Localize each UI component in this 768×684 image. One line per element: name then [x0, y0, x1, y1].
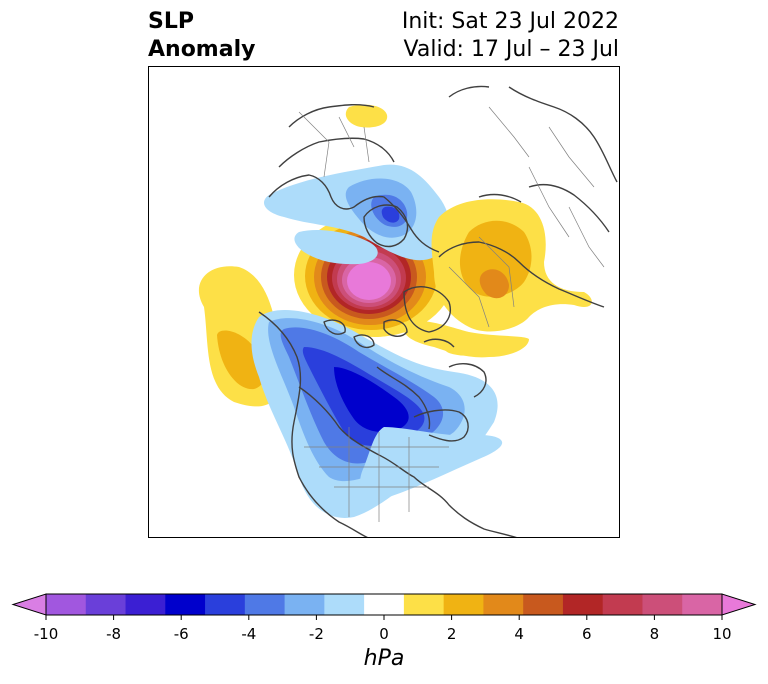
- colorbar-segment: [642, 594, 683, 615]
- title-anomaly: Anomaly: [148, 37, 256, 62]
- colorbar-segment: [682, 594, 723, 615]
- baltic-negative-tail: [294, 230, 378, 265]
- colorbar-segment: [85, 594, 127, 615]
- colorbar-segment: [165, 594, 206, 615]
- colorbar-tick-label: -2: [309, 625, 324, 643]
- colorbar-tick-label: -6: [174, 625, 189, 643]
- colorbar-tick-label: -4: [241, 625, 256, 643]
- colorbar-tick-label: -10: [34, 625, 59, 643]
- colorbar-segment: [284, 594, 325, 615]
- anomaly-map: [198, 85, 618, 537]
- map-title: SLP Anomaly: [148, 8, 255, 64]
- colorbar-tick-label: 8: [650, 625, 660, 643]
- colorbar-ticks: -10 -8 -6 -4 -2 0 2 4 6 8 10: [34, 615, 732, 643]
- colorbar-segment: [602, 594, 643, 615]
- borders: [298, 106, 605, 522]
- colorbar: -10 -8 -6 -4 -2 0 2 4 6 8 10: [11, 593, 757, 643]
- colorbar-segment: [403, 594, 445, 615]
- init-date: Init: Sat 23 Jul 2022: [401, 9, 619, 34]
- colorbar-segment: [364, 594, 405, 615]
- colorbar-tick-label: 10: [712, 625, 731, 643]
- colorbar-segment: [443, 594, 484, 615]
- eurasia-high-anomaly: [431, 199, 592, 332]
- scandinavia-low-anomaly: [264, 164, 450, 261]
- colorbar-segment: [562, 594, 604, 615]
- colorbar-tick-label: 2: [447, 625, 457, 643]
- colorbar-segment: [324, 594, 365, 615]
- colorbar-segments: [11, 593, 757, 616]
- colorbar-tick-label: 4: [514, 625, 524, 643]
- colorbar-segment: [244, 594, 286, 615]
- colorbar-segment: [523, 594, 564, 615]
- map-panel: [148, 66, 620, 538]
- colorbar-segment: [125, 594, 166, 615]
- south-europe-anomaly: [345, 104, 388, 128]
- colorbar-tick-label: 0: [379, 625, 389, 643]
- colorbar-segment: [483, 594, 524, 615]
- coastlines: [258, 85, 618, 537]
- colorbar-segment: [205, 594, 246, 615]
- colorbar-extend-min: [11, 593, 47, 616]
- atlantic-negative-tail: [360, 427, 503, 499]
- title-slp: SLP: [148, 9, 194, 34]
- valid-range: Valid: 17 Jul – 23 Jul: [403, 37, 619, 62]
- asia-small-anomaly: [441, 336, 479, 356]
- colorbar-tick-label: -8: [106, 625, 121, 643]
- colorbar-extend-max: [721, 593, 757, 616]
- colorbar-segment: [46, 594, 87, 615]
- colorbar-tick-label: 6: [582, 625, 592, 643]
- anomaly-shading: [198, 104, 592, 518]
- colorbar-unit: hPa: [363, 646, 405, 671]
- date-info: Init: Sat 23 Jul 2022 Valid: 17 Jul – 23…: [402, 8, 619, 64]
